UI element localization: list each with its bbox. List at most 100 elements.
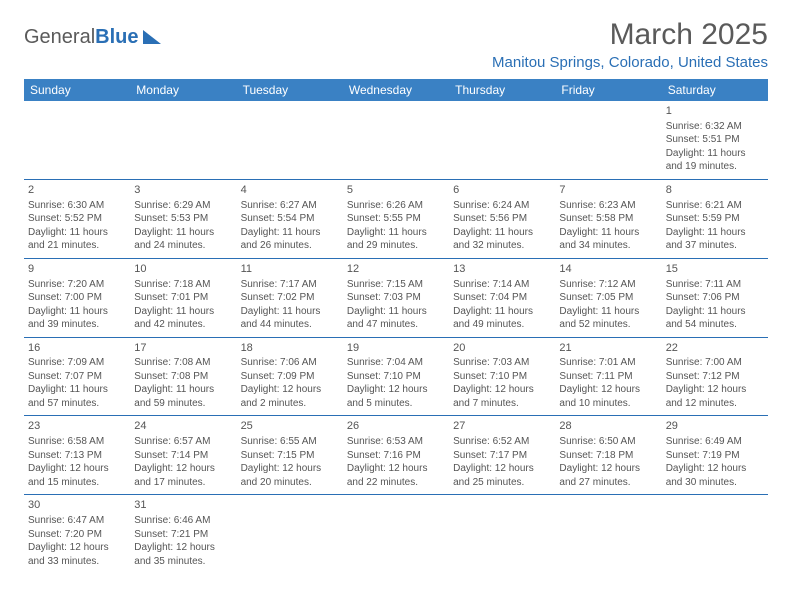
sunrise-text: Sunrise: 6:24 AM [453, 199, 551, 213]
daylight-text: Daylight: 12 hours and 25 minutes. [453, 462, 551, 489]
day-number: 31 [134, 498, 232, 513]
sunset-text: Sunset: 7:08 PM [134, 370, 232, 384]
sunset-text: Sunset: 7:15 PM [241, 449, 339, 463]
calendar-day-cell: 12Sunrise: 7:15 AMSunset: 7:03 PMDayligh… [343, 258, 449, 337]
daylight-text: Daylight: 11 hours and 29 minutes. [347, 226, 445, 253]
day-number: 22 [666, 341, 764, 356]
calendar-day-cell: 4Sunrise: 6:27 AMSunset: 5:54 PMDaylight… [237, 179, 343, 258]
sunrise-text: Sunrise: 6:49 AM [666, 435, 764, 449]
logo-text: GeneralBlue [24, 26, 139, 49]
day-number: 12 [347, 262, 445, 277]
daylight-text: Daylight: 12 hours and 2 minutes. [241, 383, 339, 410]
daylight-text: Daylight: 11 hours and 21 minutes. [28, 226, 126, 253]
sunrise-text: Sunrise: 7:20 AM [28, 278, 126, 292]
sunset-text: Sunset: 5:51 PM [666, 133, 764, 147]
calendar-day-cell: 8Sunrise: 6:21 AMSunset: 5:59 PMDaylight… [662, 179, 768, 258]
sunset-text: Sunset: 7:11 PM [559, 370, 657, 384]
sunset-text: Sunset: 7:20 PM [28, 528, 126, 542]
daylight-text: Daylight: 11 hours and 32 minutes. [453, 226, 551, 253]
sunset-text: Sunset: 7:12 PM [666, 370, 764, 384]
calendar-day-cell [343, 101, 449, 179]
calendar-day-cell: 15Sunrise: 7:11 AMSunset: 7:06 PMDayligh… [662, 258, 768, 337]
sunrise-text: Sunrise: 7:01 AM [559, 356, 657, 370]
daylight-text: Daylight: 12 hours and 17 minutes. [134, 462, 232, 489]
calendar-week-row: 23Sunrise: 6:58 AMSunset: 7:13 PMDayligh… [24, 416, 768, 495]
day-number: 6 [453, 183, 551, 198]
day-number: 23 [28, 419, 126, 434]
calendar-day-cell: 30Sunrise: 6:47 AMSunset: 7:20 PMDayligh… [24, 495, 130, 573]
day-number: 25 [241, 419, 339, 434]
logo: GeneralBlue [24, 26, 161, 49]
sunset-text: Sunset: 7:02 PM [241, 291, 339, 305]
day-number: 17 [134, 341, 232, 356]
calendar-day-cell: 5Sunrise: 6:26 AMSunset: 5:55 PMDaylight… [343, 179, 449, 258]
calendar-table: Sunday Monday Tuesday Wednesday Thursday… [24, 79, 768, 573]
calendar-day-cell [662, 495, 768, 573]
calendar-day-cell [130, 101, 236, 179]
day-number: 27 [453, 419, 551, 434]
sunrise-text: Sunrise: 6:53 AM [347, 435, 445, 449]
sunrise-text: Sunrise: 6:30 AM [28, 199, 126, 213]
daylight-text: Daylight: 11 hours and 26 minutes. [241, 226, 339, 253]
weekday-header: Thursday [449, 79, 555, 101]
sunset-text: Sunset: 5:53 PM [134, 212, 232, 226]
calendar-day-cell: 17Sunrise: 7:08 AMSunset: 7:08 PMDayligh… [130, 337, 236, 416]
day-number: 8 [666, 183, 764, 198]
day-number: 16 [28, 341, 126, 356]
calendar-day-cell: 26Sunrise: 6:53 AMSunset: 7:16 PMDayligh… [343, 416, 449, 495]
calendar-day-cell: 31Sunrise: 6:46 AMSunset: 7:21 PMDayligh… [130, 495, 236, 573]
calendar-day-cell [449, 101, 555, 179]
sunset-text: Sunset: 7:10 PM [453, 370, 551, 384]
daylight-text: Daylight: 11 hours and 39 minutes. [28, 305, 126, 332]
daylight-text: Daylight: 11 hours and 37 minutes. [666, 226, 764, 253]
daylight-text: Daylight: 12 hours and 33 minutes. [28, 541, 126, 568]
sunset-text: Sunset: 7:03 PM [347, 291, 445, 305]
sunset-text: Sunset: 5:54 PM [241, 212, 339, 226]
calendar-day-cell: 27Sunrise: 6:52 AMSunset: 7:17 PMDayligh… [449, 416, 555, 495]
weekday-header: Friday [555, 79, 661, 101]
sunrise-text: Sunrise: 7:14 AM [453, 278, 551, 292]
day-number: 11 [241, 262, 339, 277]
sunset-text: Sunset: 5:52 PM [28, 212, 126, 226]
day-number: 14 [559, 262, 657, 277]
sunset-text: Sunset: 7:07 PM [28, 370, 126, 384]
sunset-text: Sunset: 7:09 PM [241, 370, 339, 384]
daylight-text: Daylight: 12 hours and 7 minutes. [453, 383, 551, 410]
day-number: 20 [453, 341, 551, 356]
sunrise-text: Sunrise: 6:52 AM [453, 435, 551, 449]
daylight-text: Daylight: 12 hours and 35 minutes. [134, 541, 232, 568]
daylight-text: Daylight: 11 hours and 47 minutes. [347, 305, 445, 332]
calendar-day-cell: 22Sunrise: 7:00 AMSunset: 7:12 PMDayligh… [662, 337, 768, 416]
title-block: March 2025 Manitou Springs, Colorado, Un… [492, 18, 768, 71]
sunset-text: Sunset: 7:06 PM [666, 291, 764, 305]
daylight-text: Daylight: 12 hours and 27 minutes. [559, 462, 657, 489]
logo-text-blue: Blue [95, 26, 138, 48]
calendar-day-cell [343, 495, 449, 573]
calendar-day-cell: 19Sunrise: 7:04 AMSunset: 7:10 PMDayligh… [343, 337, 449, 416]
calendar-day-cell [237, 101, 343, 179]
calendar-day-cell: 6Sunrise: 6:24 AMSunset: 5:56 PMDaylight… [449, 179, 555, 258]
calendar-day-cell: 20Sunrise: 7:03 AMSunset: 7:10 PMDayligh… [449, 337, 555, 416]
calendar-day-cell: 2Sunrise: 6:30 AMSunset: 5:52 PMDaylight… [24, 179, 130, 258]
sail-icon [143, 30, 161, 44]
sunrise-text: Sunrise: 7:12 AM [559, 278, 657, 292]
sunrise-text: Sunrise: 6:27 AM [241, 199, 339, 213]
sunset-text: Sunset: 7:00 PM [28, 291, 126, 305]
calendar-week-row: 2Sunrise: 6:30 AMSunset: 5:52 PMDaylight… [24, 179, 768, 258]
calendar-day-cell [237, 495, 343, 573]
sunset-text: Sunset: 5:56 PM [453, 212, 551, 226]
day-number: 1 [666, 104, 764, 119]
sunrise-text: Sunrise: 6:29 AM [134, 199, 232, 213]
sunset-text: Sunset: 7:18 PM [559, 449, 657, 463]
calendar-day-cell: 25Sunrise: 6:55 AMSunset: 7:15 PMDayligh… [237, 416, 343, 495]
calendar-day-cell: 10Sunrise: 7:18 AMSunset: 7:01 PMDayligh… [130, 258, 236, 337]
sunset-text: Sunset: 7:19 PM [666, 449, 764, 463]
sunset-text: Sunset: 7:10 PM [347, 370, 445, 384]
sunrise-text: Sunrise: 6:26 AM [347, 199, 445, 213]
sunset-text: Sunset: 5:59 PM [666, 212, 764, 226]
month-title: March 2025 [492, 18, 768, 52]
calendar-day-cell [449, 495, 555, 573]
weekday-header: Tuesday [237, 79, 343, 101]
sunrise-text: Sunrise: 6:23 AM [559, 199, 657, 213]
calendar-body: 1Sunrise: 6:32 AMSunset: 5:51 PMDaylight… [24, 101, 768, 573]
